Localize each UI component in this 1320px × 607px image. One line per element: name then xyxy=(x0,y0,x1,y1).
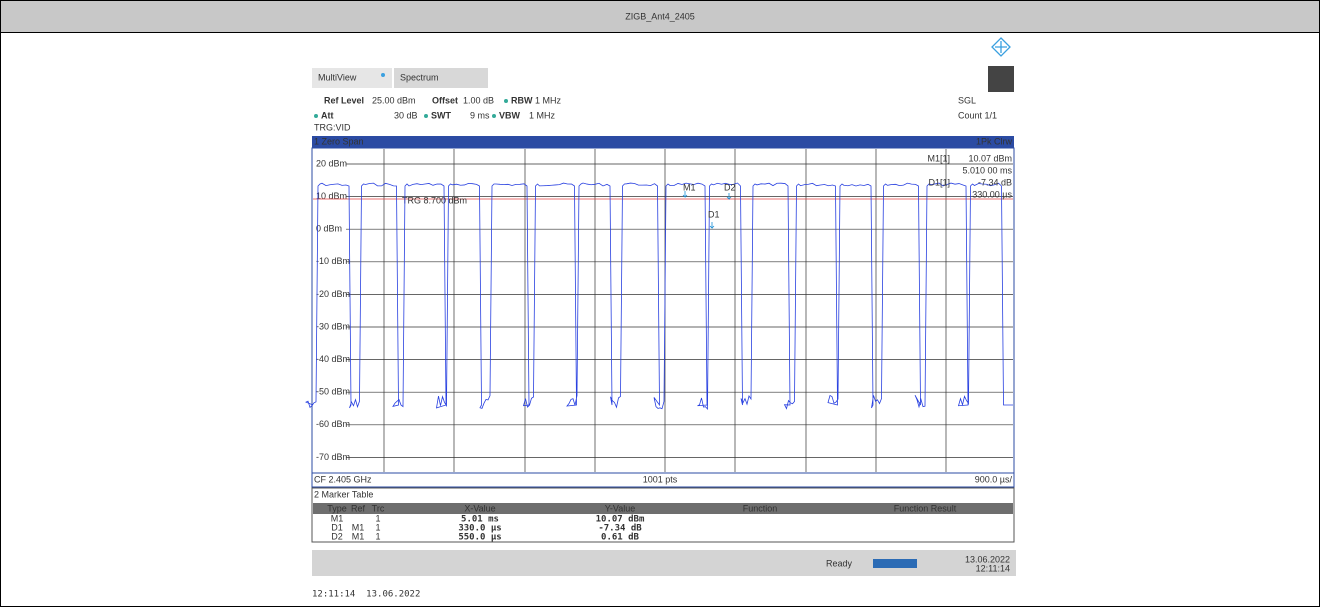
cell: D1 xyxy=(331,522,343,532)
marker-arrow xyxy=(726,193,732,200)
label: Ref Level xyxy=(324,95,364,105)
label: 12:11:14 xyxy=(976,563,1010,573)
menu-button[interactable] xyxy=(988,66,1014,92)
marker-info-value: 5.010 00 ms xyxy=(962,165,1012,175)
label: CF 2.405 GHz xyxy=(314,474,372,484)
window-bar xyxy=(312,136,1014,148)
tab[interactable] xyxy=(394,68,488,88)
label: 30 dB xyxy=(394,110,418,120)
timestamp: 12:11:14 13.06.2022 xyxy=(312,590,420,600)
y-label: 0 dBm xyxy=(316,224,342,234)
label: 1.00 dB xyxy=(463,95,494,105)
marker-arrow xyxy=(682,191,688,198)
label: TRG:VID xyxy=(314,122,351,132)
cell: 5.01 ms xyxy=(461,515,499,525)
tab-label: MultiView xyxy=(318,72,357,82)
cell: 1 xyxy=(375,513,380,523)
label: Att xyxy=(321,110,334,120)
label: Count 1/1 xyxy=(958,110,997,120)
tab[interactable] xyxy=(312,68,392,88)
plot xyxy=(311,147,1015,474)
column-header: X-Value xyxy=(464,503,495,513)
tab-dot xyxy=(381,73,385,77)
marker-info-label: D1[1] xyxy=(928,177,950,187)
cell: M1 xyxy=(352,531,365,541)
column-header: Function Result xyxy=(894,503,957,513)
label: VBW xyxy=(499,110,521,120)
column-header: Y-Value xyxy=(605,503,636,513)
y-label: -50 dBm xyxy=(316,387,350,397)
window-title: 1 Zero Span xyxy=(314,136,364,146)
title: ZIGB_Ant4_2405 xyxy=(625,11,695,21)
label: SGL xyxy=(958,95,976,105)
cell: 1 xyxy=(375,522,380,532)
dot xyxy=(492,114,496,118)
label: 25.00 dBm xyxy=(372,95,416,105)
marker-info-value: -7.34 dB xyxy=(978,177,1012,187)
trigger-label: TRG 8.700 dBm xyxy=(402,195,467,205)
cell: 10.07 dBm xyxy=(596,515,645,525)
column-header: Ref xyxy=(351,503,366,513)
y-label: 10 dBm xyxy=(316,191,347,201)
label: 9 ms xyxy=(470,110,490,120)
label: Offset xyxy=(432,95,458,105)
y-label: 20 dBm xyxy=(316,158,347,168)
column-header: Type xyxy=(327,503,347,513)
y-label: -70 dBm xyxy=(316,452,350,462)
marker: D2 xyxy=(724,182,736,192)
y-label: -30 dBm xyxy=(316,321,350,331)
marker-arrow xyxy=(709,222,715,229)
cell: -7.34 dB xyxy=(598,524,642,534)
y-label: -10 dBm xyxy=(316,256,350,266)
trace xyxy=(305,182,1013,411)
cell: M1 xyxy=(352,522,365,532)
label: 1 MHz xyxy=(529,110,556,120)
y-label: -60 dBm xyxy=(316,419,350,429)
label: 1001 pts xyxy=(643,474,678,484)
y-label: -40 dBm xyxy=(316,354,350,364)
dot xyxy=(314,114,318,118)
plot-footer xyxy=(311,472,1015,488)
label: RBW xyxy=(511,95,533,105)
progress xyxy=(873,559,917,568)
cell: 0.61 dB xyxy=(601,533,640,543)
tab-label: Spectrum xyxy=(400,72,439,82)
marker-info-value: 330.00 µs xyxy=(972,189,1012,199)
cell: M1 xyxy=(331,513,344,523)
dot xyxy=(424,114,428,118)
marker: M1 xyxy=(683,182,696,192)
trace-label: 1Pk Clrw xyxy=(976,136,1013,146)
label: 13.06.2022 xyxy=(965,554,1010,564)
y-label: -20 dBm xyxy=(316,289,350,299)
cell: 330.0 µs xyxy=(458,524,501,534)
label: SWT xyxy=(431,110,451,120)
table-header xyxy=(313,503,1013,514)
label: 2 Marker Table xyxy=(314,489,373,499)
column-header: Trc xyxy=(372,503,385,513)
logo xyxy=(991,37,1011,57)
label: Ready xyxy=(826,558,853,568)
cell: 1 xyxy=(375,531,380,541)
cell: 550.0 µs xyxy=(458,533,501,543)
column-header: Function xyxy=(743,503,778,513)
marker: D1 xyxy=(708,209,720,219)
label: 900.0 µs/ xyxy=(975,474,1013,484)
title-bar xyxy=(0,0,1320,33)
marker-table xyxy=(311,487,1015,543)
marker-info-label: M1[1] xyxy=(927,153,950,163)
label: 1 MHz xyxy=(535,95,562,105)
dot xyxy=(504,99,508,103)
cell: D2 xyxy=(331,531,343,541)
marker-info-value: 10.07 dBm xyxy=(968,153,1012,163)
